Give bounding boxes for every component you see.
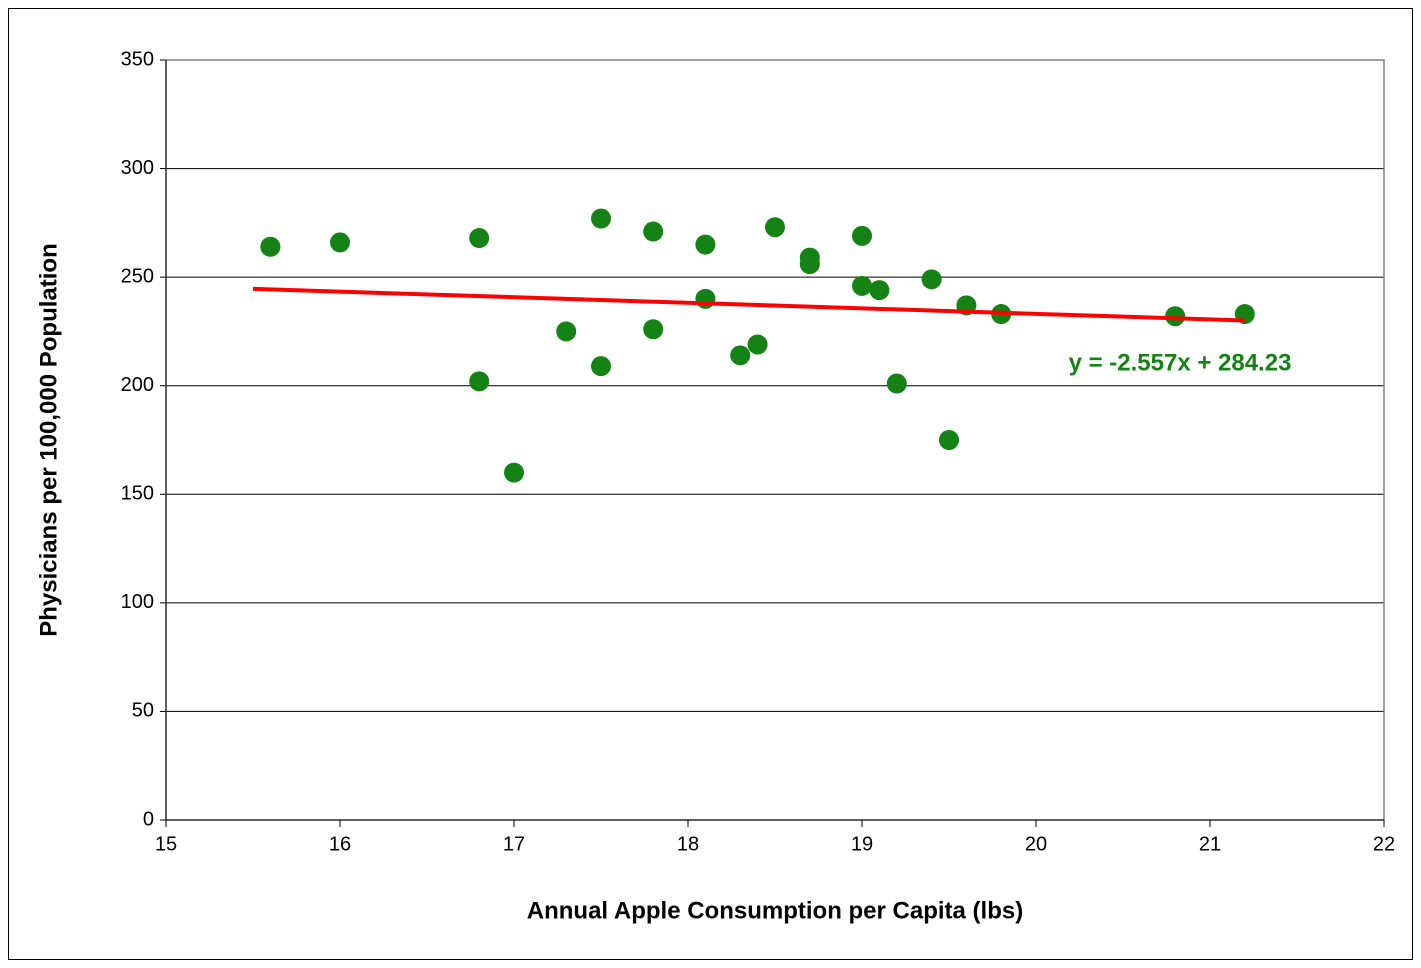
y-tick-label: 250 — [121, 265, 154, 287]
y-tick-label: 50 — [132, 700, 154, 722]
scatter-point — [695, 288, 716, 309]
scatter-point — [747, 334, 768, 355]
trendline — [252, 286, 1245, 323]
x-tick-label: 21 — [1199, 833, 1221, 855]
scatter-point — [643, 221, 664, 242]
y-tick-label: 200 — [121, 374, 154, 396]
scatter-point — [330, 232, 350, 253]
scatter-point — [852, 275, 872, 296]
x-tick-label: 17 — [503, 833, 525, 855]
x-tick-label: 19 — [851, 833, 873, 855]
scatter-point — [469, 371, 490, 392]
x-tick-label: 16 — [329, 833, 351, 855]
y-tick-label: 350 — [121, 48, 154, 70]
scatter-point — [869, 280, 890, 301]
chart-border — [8, 8, 1413, 960]
scatter-point — [556, 321, 577, 342]
scatter-point — [765, 217, 785, 238]
scatter-point — [260, 236, 281, 257]
y-tick-label: 150 — [121, 483, 154, 505]
y-tick-label: 300 — [121, 157, 154, 179]
scatter-point — [730, 345, 751, 366]
scatter-point — [643, 319, 664, 340]
x-tick-label: 18 — [677, 833, 699, 855]
y-tick-label: 100 — [121, 591, 154, 613]
scatter-point — [886, 373, 907, 394]
scatter-point — [695, 234, 716, 255]
scatter-point — [939, 430, 959, 450]
scatter-point — [799, 254, 820, 275]
scatter-point — [1165, 306, 1186, 327]
scatter-point — [591, 356, 611, 377]
scatter-point — [921, 269, 942, 290]
trendline-label: y = -2.557x + 284.23 — [1069, 349, 1292, 376]
scatter-point — [469, 228, 490, 249]
x-tick-label: 15 — [155, 833, 177, 855]
scatter-point — [504, 462, 524, 483]
scatter-point — [591, 208, 611, 229]
x-axis-title: Annual Apple Consumption per Capita (lbs… — [527, 897, 1023, 924]
x-tick-label: 22 — [1373, 833, 1395, 855]
scatter-point — [852, 225, 872, 246]
x-tick-label: 20 — [1025, 833, 1047, 855]
y-tick-label: 0 — [143, 808, 154, 830]
y-axis-title: Physicians per 100,000 Population — [35, 243, 62, 637]
